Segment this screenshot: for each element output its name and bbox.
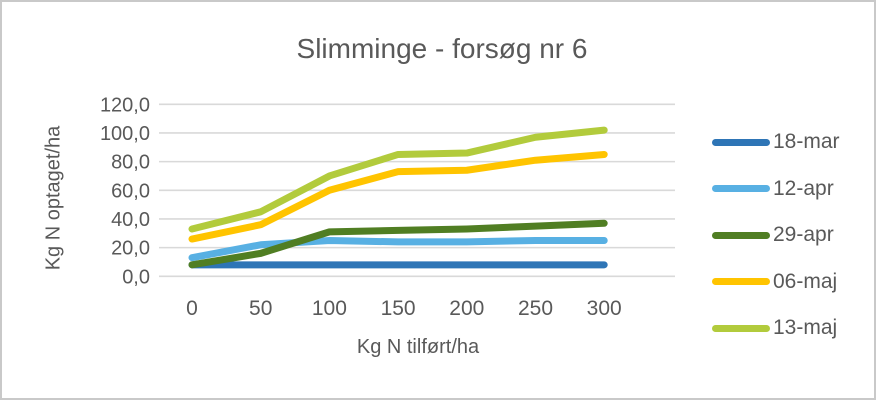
legend-swatch-18-mar bbox=[712, 138, 770, 146]
x-tick-label: 100 bbox=[312, 297, 347, 320]
x-tick-label: 0 bbox=[186, 297, 198, 320]
legend-item-13-maj: 13-maj bbox=[712, 305, 870, 352]
legend-label: 18-mar bbox=[773, 130, 840, 154]
series-line-12-apr bbox=[188, 236, 608, 262]
legend-swatch-06-maj bbox=[712, 278, 770, 286]
y-tick-label: 80,0 bbox=[111, 152, 150, 174]
x-tick-label: 200 bbox=[449, 297, 484, 320]
chart-title: Slimminge - forsøg nr 6 bbox=[296, 33, 588, 64]
y-tick-label: 60,0 bbox=[111, 180, 150, 202]
legend-label: 12-apr bbox=[773, 176, 834, 200]
series-line-06-maj bbox=[188, 150, 608, 243]
series-line-29-apr bbox=[188, 219, 608, 269]
legend-item-18-mar: 18-mar bbox=[712, 119, 870, 166]
legend: 18-mar 12-apr 29-apr 06-maj 13-maj bbox=[712, 119, 870, 352]
y-tick-label: 120,0 bbox=[100, 94, 150, 116]
x-tick-label: 50 bbox=[249, 297, 272, 320]
x-tick-label: 300 bbox=[587, 297, 622, 320]
legend-item-06-maj: 06-maj bbox=[712, 259, 870, 306]
legend-swatch-13-maj bbox=[712, 324, 770, 332]
x-tick-label: 150 bbox=[381, 297, 416, 320]
y-tick-label: 40,0 bbox=[111, 209, 150, 231]
y-tick-label: 100,0 bbox=[100, 123, 150, 145]
legend-label: 29-apr bbox=[773, 223, 834, 247]
series-line-13-maj bbox=[188, 126, 608, 233]
legend-label: 06-maj bbox=[773, 269, 838, 293]
legend-swatch-12-apr bbox=[712, 185, 770, 193]
legend-swatch-29-apr bbox=[712, 231, 770, 239]
x-axis-title: Kg N tilført/ha bbox=[356, 336, 480, 358]
legend-label: 13-maj bbox=[773, 316, 838, 340]
y-tick-label: 20,0 bbox=[111, 238, 150, 260]
y-tick-label: 0,0 bbox=[122, 266, 150, 288]
legend-item-29-apr: 29-apr bbox=[712, 212, 870, 259]
legend-item-12-apr: 12-apr bbox=[712, 166, 870, 213]
x-tick-label: 250 bbox=[518, 297, 553, 320]
